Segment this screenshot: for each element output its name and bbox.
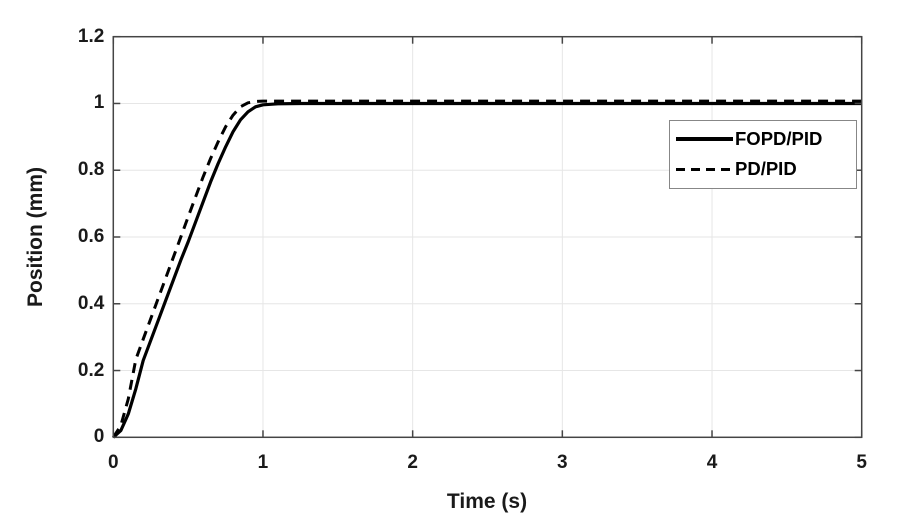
- series-line-pd-pid: [112, 99, 862, 439]
- legend-item-pd-pid: PD/PID: [670, 154, 856, 184]
- y-tick-label: 0.8: [77, 159, 105, 181]
- y-tick-label: 0: [93, 426, 105, 448]
- legend-label-pd-pid: PD/PID: [735, 158, 797, 179]
- legend-label-fopd-pid: FOPD/PID: [735, 128, 823, 149]
- legend-item-fopd-pid: FOPD/PID: [670, 124, 856, 154]
- y-tick-label: 0.2: [77, 359, 105, 381]
- series-line-fopd-pid: [112, 101, 862, 439]
- x-tick-label: 3: [557, 452, 568, 473]
- x-axis-title: Time (s): [446, 490, 528, 513]
- x-tick-label: 1: [257, 452, 269, 473]
- legend: FOPD/PID PD/PID: [669, 120, 857, 189]
- x-tick-label: 0: [108, 452, 119, 473]
- x-tick-label: 4: [706, 452, 718, 473]
- x-tick-label: 2: [407, 452, 418, 473]
- legend-dashed-line-sample: [676, 167, 733, 171]
- y-tick-label: 0.4: [77, 292, 105, 314]
- x-tick-label: 5: [856, 452, 867, 473]
- y-tick-label: 1: [93, 92, 105, 114]
- y-tick-label: 1.2: [77, 25, 105, 47]
- legend-solid-line-sample: [676, 137, 733, 141]
- y-tick-label: 0.6: [77, 226, 105, 247]
